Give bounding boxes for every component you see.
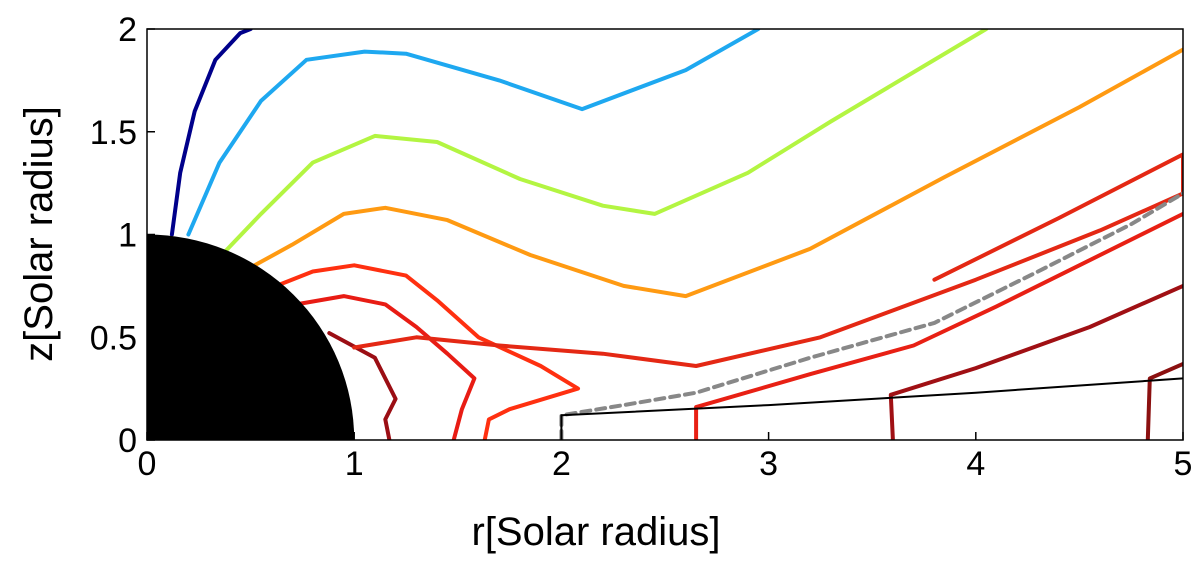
x-axis-ticks: 0 1 2 3 4 5 — [138, 432, 1193, 483]
sun-quarter-disk — [147, 234, 355, 440]
series-line-4 — [252, 47, 1183, 299]
x-tick-label: 4 — [966, 445, 985, 483]
x-tick-label: 2 — [552, 445, 571, 483]
series-line-11 — [1145, 362, 1183, 440]
series-line-12 — [559, 191, 1183, 440]
series-line-3 — [223, 29, 989, 253]
x-tick-label: 0 — [138, 445, 157, 483]
x-tick-label: 3 — [759, 445, 778, 483]
series-line-9 — [694, 211, 1183, 440]
y-axis-ticks: 0 0.5 1 1.5 2 — [90, 11, 155, 460]
y-tick-label: 0.5 — [90, 319, 137, 357]
y-tick-label: 1.5 — [90, 114, 137, 152]
series-line-13 — [560, 377, 1183, 440]
series-layer — [169, 29, 1183, 440]
series-line-5 — [269, 263, 580, 440]
series-line-1 — [169, 29, 253, 237]
y-tick-label: 1 — [118, 217, 137, 255]
series-line-10 — [888, 283, 1183, 440]
x-tick-label: 5 — [1174, 445, 1193, 483]
x-tick-label: 1 — [345, 445, 364, 483]
x-axis-label: r[Solar radius] — [472, 510, 721, 554]
series-line-8 — [352, 152, 1183, 368]
y-axis-label: z[Solar radius] — [17, 106, 61, 362]
y-tick-label: 2 — [118, 11, 137, 49]
series-line-7 — [327, 331, 398, 440]
series-line-2 — [186, 29, 761, 237]
y-tick-label: 0 — [118, 422, 137, 460]
